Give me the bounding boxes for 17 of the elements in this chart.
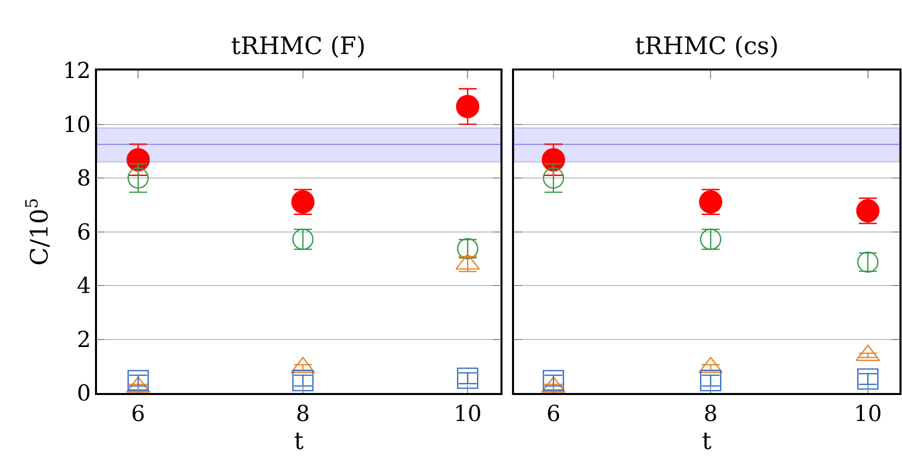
- x-tick-label: 10: [854, 402, 882, 428]
- chart-title: tRHMC (cs): [635, 32, 779, 60]
- y-tick-label: 8: [76, 166, 91, 192]
- y-tick-label: 12: [62, 59, 91, 84]
- y-tick-label: 2: [76, 328, 91, 353]
- x-axis-title: t: [702, 427, 712, 456]
- x-tick-label: 10: [454, 402, 482, 428]
- y-tick-label: 0: [76, 382, 91, 407]
- x-tick-label: 8: [704, 402, 718, 428]
- x-tick-label: 6: [546, 402, 560, 428]
- x-axis-title: t: [294, 427, 304, 456]
- x-tick-label: 6: [131, 402, 146, 428]
- chart-title: tRHMC (F): [231, 32, 366, 60]
- y-tick-label: 4: [76, 274, 91, 300]
- y-tick-label: 6: [76, 220, 91, 246]
- x-tick-label: 8: [296, 402, 310, 428]
- y-tick-label: 10: [62, 112, 91, 138]
